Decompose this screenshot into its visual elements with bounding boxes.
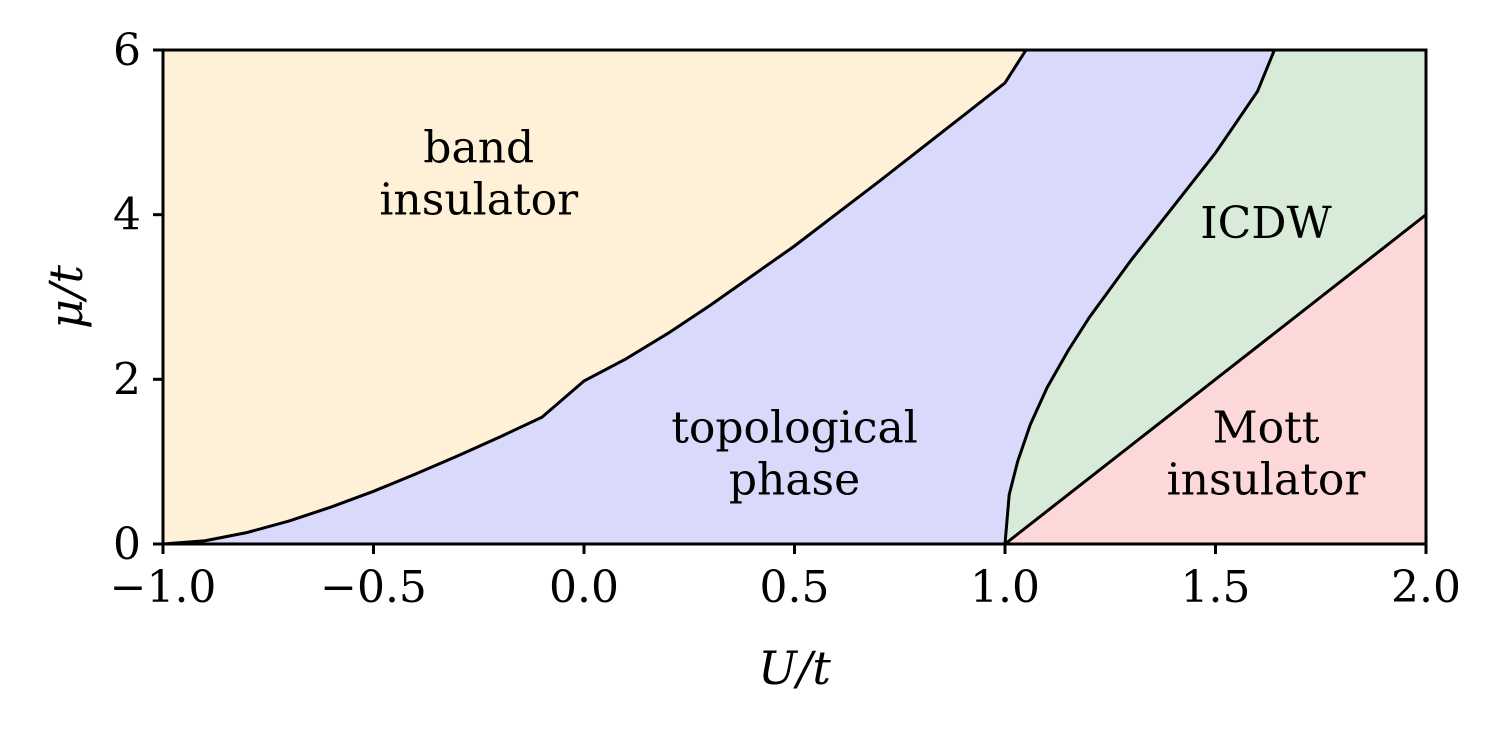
- x-tick-label: 0.5: [760, 562, 830, 613]
- phase-regions: [163, 50, 1426, 544]
- region-label-band-insulator: band: [423, 123, 534, 174]
- region-label-band-insulator: insulator: [379, 175, 579, 226]
- region-label-icdw: ICDW: [1200, 198, 1332, 249]
- boundary-topological-icdw: [1003, 49, 1276, 545]
- boundary-icdw-mott: [1004, 213, 1427, 546]
- region-topological-phase: [163, 50, 1275, 544]
- region-mott-insulator: [1005, 214, 1426, 544]
- region-band-insulator: [163, 50, 1026, 544]
- region-label-topological-phase: topological: [671, 402, 918, 453]
- phase-boundaries: [162, 49, 1427, 546]
- y-tick-label: 0: [113, 519, 141, 570]
- region-icdw: [1005, 50, 1426, 544]
- axis-ticks: −1.0 −0.5 0.0 0.5 1.0 1.5 2.0 0 2 4 6: [110, 25, 1461, 613]
- region-label-topological-phase: phase: [729, 454, 860, 505]
- y-tick-label: 2: [113, 354, 141, 405]
- y-axis-label: μ/t: [39, 265, 93, 329]
- x-tick-label: 1.5: [1181, 562, 1251, 613]
- region-labels: bandinsulatortopologicalphaseICDWMottins…: [379, 123, 1366, 506]
- x-tick-label: −0.5: [320, 562, 427, 613]
- boundary-band-topological: [162, 49, 1028, 546]
- y-tick-label: 4: [113, 190, 141, 241]
- region-label-mott-insulator: Mott: [1213, 402, 1320, 453]
- region-label-mott-insulator: insulator: [1167, 454, 1367, 505]
- x-tick-label: −1.0: [110, 562, 217, 613]
- x-tick-label: 2.0: [1391, 562, 1461, 613]
- x-axis-label: U/t: [758, 641, 831, 695]
- x-tick-label: 1.0: [970, 562, 1040, 613]
- x-tick-label: 0.0: [549, 562, 619, 613]
- y-tick-label: 6: [113, 25, 141, 76]
